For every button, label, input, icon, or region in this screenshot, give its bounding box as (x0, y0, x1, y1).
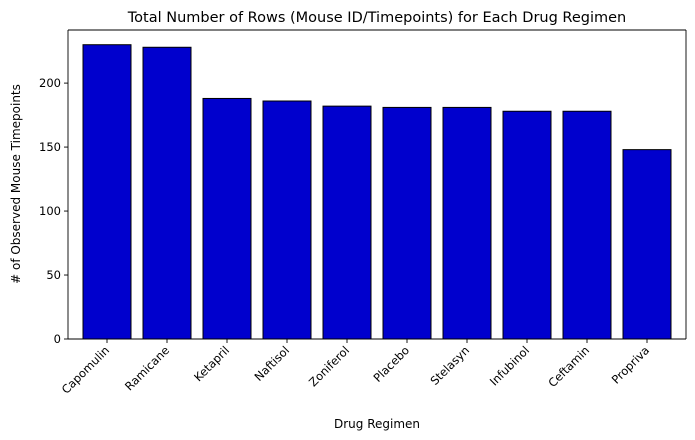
bar-naftisol (262, 100, 312, 340)
y-tick-label: 0 (54, 332, 61, 346)
y-tick-label: 150 (39, 140, 61, 154)
y-tick-label: 50 (46, 268, 61, 282)
bar-stelasyn (442, 106, 492, 340)
bar-zoniferol (322, 105, 372, 340)
bar-propriva (622, 149, 672, 340)
bars-group (82, 44, 672, 340)
x-axis-label: Drug Regimen (334, 417, 420, 431)
bar-infubinol (502, 110, 552, 340)
bar-ramicane (142, 46, 192, 340)
bar-ketapril (202, 97, 252, 340)
y-tick-label: 100 (39, 204, 61, 218)
y-axis-label: # of Observed Mouse Timepoints (9, 84, 23, 284)
y-axis-ticks: 0 50 100 150 200 (39, 76, 68, 346)
bar-ceftamin (562, 110, 612, 340)
bar-placebo (382, 106, 432, 340)
bar-capomulin (82, 44, 132, 340)
chart-title: Total Number of Rows (Mouse ID/Timepoint… (127, 10, 626, 26)
y-tick-label: 200 (39, 76, 61, 90)
